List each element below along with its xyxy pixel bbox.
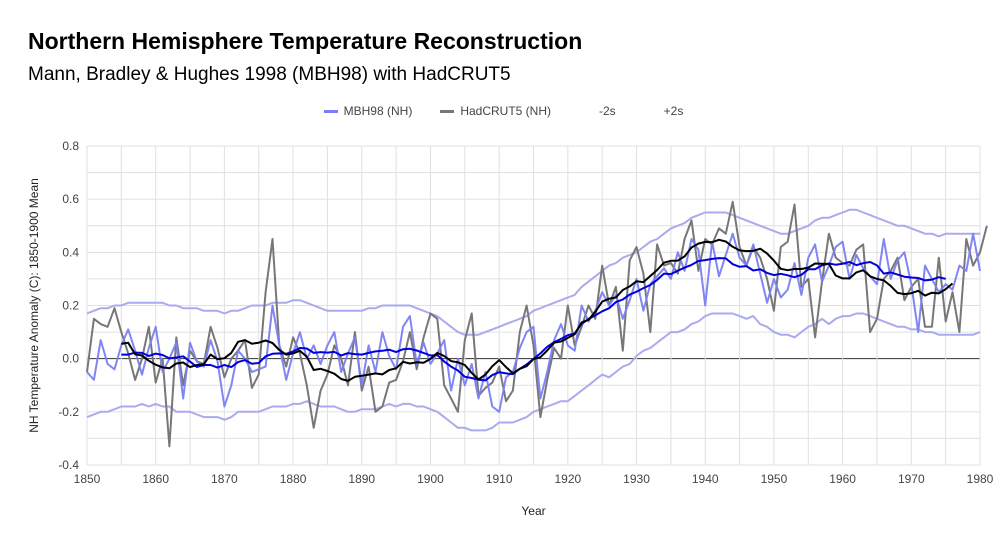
x-tick-label: 1920 (554, 472, 581, 486)
series-line-plus-2s (86, 208, 980, 336)
y-axis-label: NH Temperature Anomaly (C): 1850-1900 Me… (27, 178, 41, 433)
gridlines (86, 145, 981, 466)
y-tick-label: -0.2 (58, 405, 79, 419)
x-tick-label: 1950 (761, 472, 788, 486)
x-tick-label: 1910 (486, 472, 513, 486)
x-tick-label: 1980 (967, 472, 994, 486)
x-tick-label: 1890 (348, 472, 375, 486)
y-tick-label: -0.4 (58, 458, 79, 472)
series-line-hadcrut5-smoothed (121, 238, 954, 382)
legend-item-minus-2s[interactable]: -2s (579, 104, 616, 118)
series-group (86, 200, 988, 448)
x-tick-label: 1860 (142, 472, 169, 486)
legend-swatch-mbh98 (323, 109, 338, 113)
x-axis-label: Year (521, 504, 545, 518)
x-tick-label: 1970 (898, 472, 925, 486)
x-tick-label: 1960 (829, 472, 856, 486)
x-tick-label: 1850 (74, 472, 101, 486)
legend-item-mbh98[interactable]: MBH98 (NH) (323, 104, 413, 118)
series-line-mbh98 (86, 232, 981, 413)
x-tick-label: 1900 (417, 472, 444, 486)
tick-labels: -0.4 -0.2 0.0 0.2 0.4 0.6 0.8 1850 1860 1870 1880 1… (58, 139, 993, 486)
y-tick-label: 0.4 (62, 245, 79, 259)
legend-item-plus-2s[interactable]: +2s (644, 104, 684, 118)
x-tick-label: 1870 (211, 472, 238, 486)
x-tick-label: 1930 (623, 472, 650, 486)
legend-label-minus-2s: -2s (599, 104, 616, 118)
y-tick-label: 0.0 (62, 352, 79, 366)
y-tick-label: 0.6 (62, 192, 79, 206)
series-line-minus-2s (86, 312, 981, 432)
legend-swatch-hadcrut5 (440, 109, 455, 113)
y-tick-label: 0.2 (62, 299, 79, 313)
y-tick-label: 0.8 (62, 139, 79, 153)
legend-label-plus-2s: +2s (663, 104, 684, 118)
chart-subtitle: Mann, Bradley & Hughes 1998 (MBH98) with… (28, 64, 511, 85)
chart-legend: MBH98 (NH) HadCRUT5 (NH) -2s +2s (0, 104, 1007, 118)
legend-label-hadcrut5: HadCRUT5 (NH) (460, 104, 551, 118)
chart-title: Northern Hemisphere Temperature Reconstr… (28, 28, 583, 54)
x-tick-label: 1940 (692, 472, 719, 486)
legend-label-mbh98: MBH98 (NH) (343, 104, 413, 118)
legend-item-hadcrut5[interactable]: HadCRUT5 (NH) (440, 104, 551, 118)
x-tick-label: 1880 (280, 472, 307, 486)
